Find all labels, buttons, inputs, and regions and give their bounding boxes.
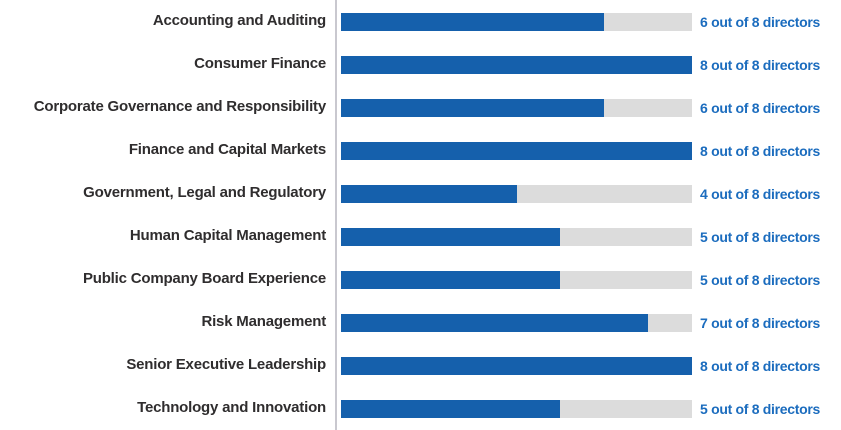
bar-fill <box>341 227 561 246</box>
chart-row: Technology and Innovation 5 out of 8 dir… <box>0 387 841 430</box>
value-label: 8 out of 8 directors <box>700 142 821 159</box>
category-label: Corporate Governance and Responsibility <box>33 98 326 116</box>
value-label: 6 out of 8 directors <box>700 13 821 30</box>
bar-track <box>341 55 692 74</box>
category-label: Government, Legal and Regulatory <box>83 184 326 202</box>
chart-row: Finance and Capital Markets 8 out of 8 d… <box>0 129 841 172</box>
value-label: 5 out of 8 directors <box>700 228 821 245</box>
value-label: 5 out of 8 directors <box>700 271 821 288</box>
category-label: Technology and Innovation <box>137 399 326 417</box>
bar-fill <box>341 55 692 74</box>
bar-fill <box>341 141 692 160</box>
bar-fill <box>341 313 649 332</box>
axis-line <box>335 0 337 430</box>
bar-fill <box>341 356 692 375</box>
category-label: Finance and Capital Markets <box>128 141 326 159</box>
value-label: 5 out of 8 directors <box>700 400 821 417</box>
category-label: Consumer Finance <box>194 55 326 73</box>
bar-fill <box>341 184 517 203</box>
bar-track <box>341 313 692 332</box>
bar-track <box>341 270 692 289</box>
bar-track <box>341 141 692 160</box>
value-label: 8 out of 8 directors <box>700 357 821 374</box>
category-label: Senior Executive Leadership <box>126 356 326 374</box>
chart-row: Risk Management 7 out of 8 directors <box>0 301 841 344</box>
chart-row: Senior Executive Leadership 8 out of 8 d… <box>0 344 841 387</box>
bar-track <box>341 227 692 246</box>
chart-row: Human Capital Management 5 out of 8 dire… <box>0 215 841 258</box>
chart-row: Consumer Finance 8 out of 8 directors <box>0 43 841 86</box>
bar-track <box>341 12 692 31</box>
category-label: Risk Management <box>201 313 326 331</box>
chart-row: Accounting and Auditing 6 out of 8 direc… <box>0 0 841 43</box>
chart-row: Public Company Board Experience 5 out of… <box>0 258 841 301</box>
chart-row: Government, Legal and Regulatory 4 out o… <box>0 172 841 215</box>
value-label: 7 out of 8 directors <box>700 314 821 331</box>
bar-fill <box>341 98 605 117</box>
bar-track <box>341 184 692 203</box>
bar-fill <box>341 12 605 31</box>
category-label: Public Company Board Experience <box>82 270 326 288</box>
bar-fill <box>341 399 561 418</box>
category-label: Accounting and Auditing <box>152 12 326 30</box>
value-label: 6 out of 8 directors <box>700 99 821 116</box>
bar-track <box>341 356 692 375</box>
chart-row: Corporate Governance and Responsibility … <box>0 86 841 129</box>
value-label: 8 out of 8 directors <box>700 56 821 73</box>
bar-fill <box>341 270 561 289</box>
value-label: 4 out of 8 directors <box>700 185 821 202</box>
bar-track <box>341 399 692 418</box>
bar-track <box>341 98 692 117</box>
category-label: Human Capital Management <box>129 227 326 245</box>
